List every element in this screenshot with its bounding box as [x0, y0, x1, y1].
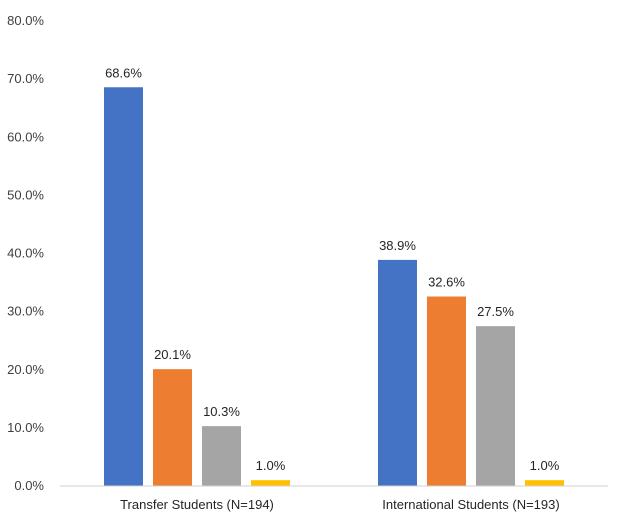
- y-tick-label: 10.0%: [7, 420, 44, 435]
- data-label: 32.6%: [428, 275, 465, 290]
- bar: [251, 480, 290, 486]
- y-tick-label: 50.0%: [7, 187, 44, 202]
- data-label: 27.5%: [477, 304, 514, 319]
- bar: [202, 426, 241, 486]
- y-axis: 0.0% 10.0% 20.0% 30.0% 40.0% 50.0% 60.0% 70.0% 8…: [7, 13, 44, 493]
- bar: [525, 480, 564, 486]
- bar: [104, 87, 143, 486]
- data-label: 68.6%: [105, 65, 142, 80]
- data-label: 1.0%: [530, 458, 560, 473]
- data-label: 1.0%: [256, 458, 286, 473]
- y-tick-label: 80.0%: [7, 13, 44, 28]
- x-category-label: International Students (N=193): [382, 497, 559, 512]
- bar-group: 68.6% 20.1% 10.3% 1.0% 38.9% 32.6% 27.5% 1.0%: [104, 65, 564, 486]
- data-label: 38.9%: [379, 238, 416, 253]
- y-tick-label: 20.0%: [7, 362, 44, 377]
- x-axis: Transfer Students (N=194) International S…: [60, 485, 608, 512]
- bar: [153, 369, 192, 486]
- y-tick-label: 30.0%: [7, 304, 44, 319]
- data-label: 20.1%: [154, 347, 191, 362]
- bar: [378, 259, 417, 486]
- y-tick-label: 70.0%: [7, 71, 44, 86]
- bar: [427, 296, 466, 486]
- data-label: 10.3%: [203, 404, 240, 419]
- y-tick-label: 0.0%: [14, 478, 44, 493]
- x-category-label: Transfer Students (N=194): [120, 497, 274, 512]
- y-tick-label: 40.0%: [7, 246, 44, 261]
- y-tick-label: 60.0%: [7, 129, 44, 144]
- bar: [476, 326, 515, 486]
